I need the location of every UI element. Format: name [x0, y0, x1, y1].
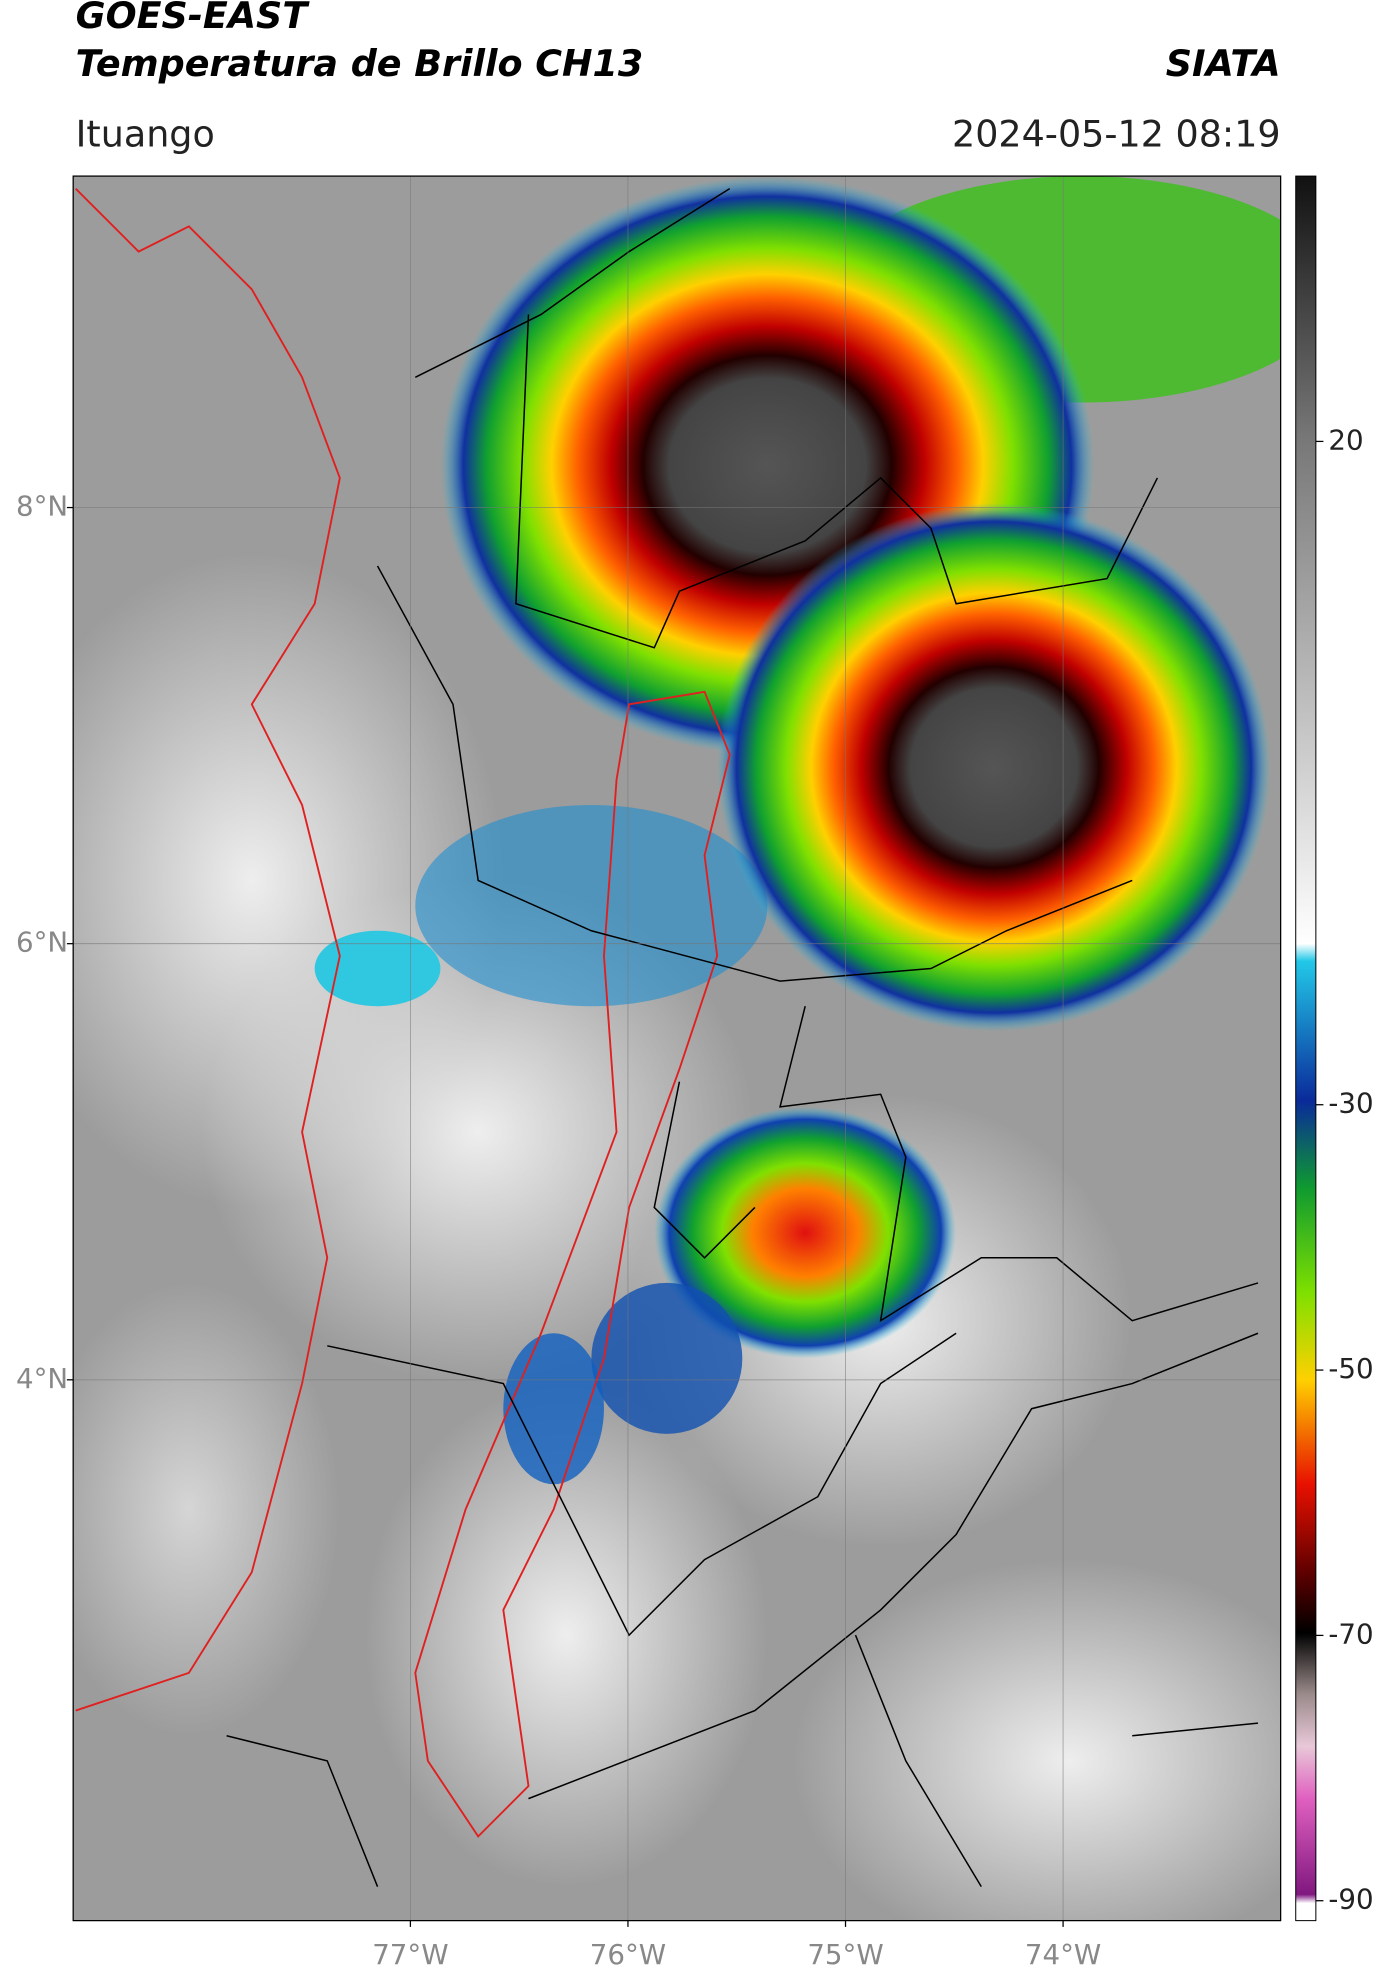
y-tick-label: 8°N — [16, 490, 68, 523]
title: GOES-EAST — [76, 0, 311, 37]
y-tick-label: 4°N — [16, 1362, 68, 1395]
location: Ituango — [76, 112, 215, 155]
x-tick-label: 75°W — [807, 1938, 883, 1971]
datetime: 2024-05-12 08:19 — [952, 112, 1281, 155]
x-tick-label: 76°W — [590, 1938, 666, 1971]
title: Temperatura de Brillo CH13 — [76, 42, 644, 85]
colorbar — [1295, 175, 1317, 1922]
x-tick-label: 77°W — [372, 1938, 448, 1971]
grid — [73, 176, 1281, 1921]
x-tick-label: 74°W — [1025, 1938, 1101, 1971]
colorbar-tick-label: -30 — [1328, 1087, 1373, 1120]
map-image — [73, 176, 1281, 1921]
colorbar-tick-label: -70 — [1328, 1617, 1373, 1650]
y-tick-label: 6°N — [16, 926, 68, 959]
colorbar-tick-label: -90 — [1328, 1883, 1373, 1916]
source: SIATA — [1166, 42, 1281, 85]
colorbar-tick-label: 20 — [1328, 423, 1363, 456]
map-frame — [72, 175, 1282, 1922]
colorbar-tick-label: -50 — [1328, 1352, 1373, 1385]
